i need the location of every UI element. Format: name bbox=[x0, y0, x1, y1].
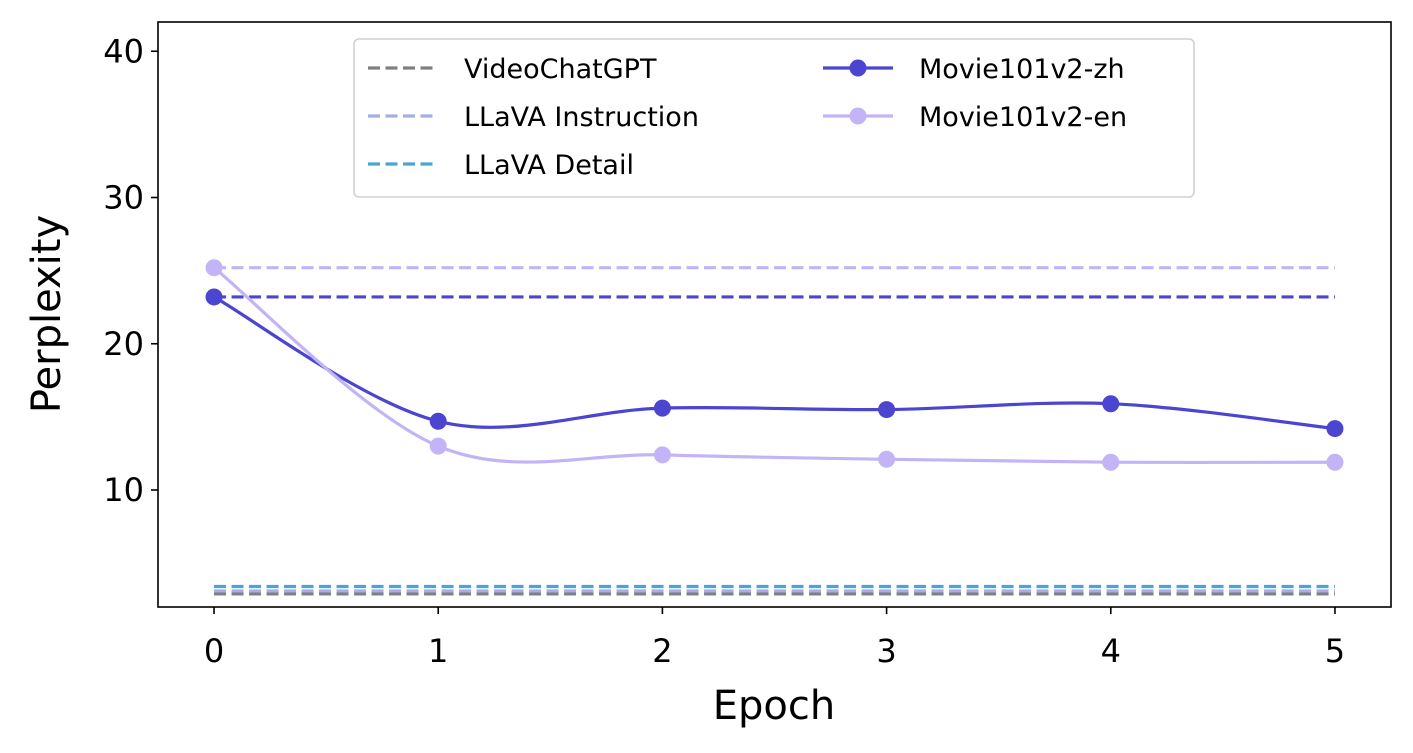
legend-frame bbox=[353, 38, 1195, 198]
x-axis-title: Epoch bbox=[713, 683, 835, 729]
data-point-6-3 bbox=[878, 450, 896, 468]
series-line-5 bbox=[213, 295, 1336, 431]
data-point-5-3 bbox=[878, 401, 896, 419]
series-line-6 bbox=[213, 266, 1335, 465]
x-tick-label-2: 2 bbox=[652, 632, 672, 670]
baseline-lines bbox=[214, 266, 1335, 596]
series-curves bbox=[213, 266, 1336, 465]
legend-label-6: Movie101v2-en bbox=[919, 102, 1127, 133]
data-point-5-4 bbox=[1102, 395, 1120, 413]
y-axis-ticks: 10 20 30 40 bbox=[103, 32, 158, 509]
plot-frame bbox=[157, 21, 1392, 608]
legend-marker-6 bbox=[849, 107, 867, 125]
x-tick-label-1: 1 bbox=[428, 632, 448, 670]
y-tick-label-10: 10 bbox=[103, 471, 144, 509]
y-tick-label-30: 30 bbox=[103, 179, 144, 217]
data-point-5-2 bbox=[653, 399, 671, 417]
data-point-5-0 bbox=[205, 288, 223, 306]
data-point-6-5 bbox=[1326, 453, 1344, 471]
y-axis-title: Perplexity bbox=[24, 215, 70, 413]
legend-marker-5 bbox=[849, 59, 867, 77]
data-point-6-4 bbox=[1102, 453, 1120, 471]
legend-label-5: Movie101v2-zh bbox=[919, 54, 1125, 85]
data-point-6-0 bbox=[205, 259, 223, 277]
data-point-6-1 bbox=[429, 437, 447, 455]
x-axis-ticks: 0 1 2 3 4 5 bbox=[204, 607, 1345, 670]
x-tick-label-3: 3 bbox=[876, 632, 896, 670]
y-tick-label-20: 20 bbox=[103, 325, 144, 363]
legend-label-0: VideoChatGPT bbox=[464, 54, 657, 85]
data-point-6-2 bbox=[653, 446, 671, 464]
series-markers bbox=[205, 259, 1344, 471]
data-point-5-5 bbox=[1326, 420, 1344, 438]
x-tick-label-5: 5 bbox=[1325, 632, 1345, 670]
legend: VideoChatGPT LLaVA Instruction LLaVA Detai… bbox=[353, 38, 1195, 198]
x-tick-label-4: 4 bbox=[1101, 632, 1121, 670]
data-point-5-1 bbox=[429, 412, 447, 430]
y-tick-label-40: 40 bbox=[103, 32, 144, 70]
x-tick-label-0: 0 bbox=[204, 632, 224, 670]
legend-label-2: LLaVA Detail bbox=[464, 150, 634, 181]
legend-label-1: LLaVA Instruction bbox=[464, 102, 699, 133]
